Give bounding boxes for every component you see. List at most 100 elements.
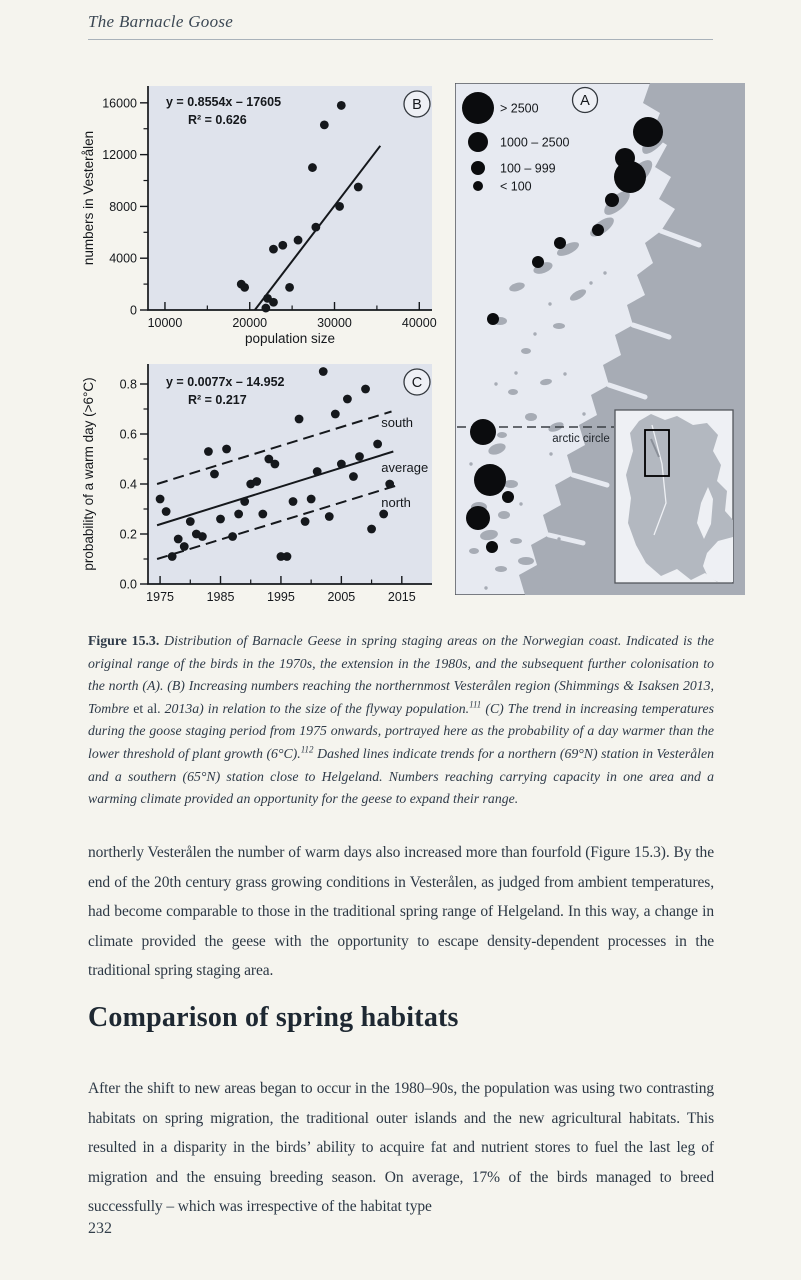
data-point — [319, 120, 329, 130]
equation-label: y = 0.0077x – 14.952 — [166, 375, 285, 389]
figure-panel-b-scatter: 10000 20000 30000 40000 0 4000 8000 12000 16000 y… — [81, 86, 437, 346]
data-point — [204, 447, 213, 456]
trend-label-average: average — [381, 460, 428, 475]
data-point — [349, 472, 358, 481]
data-point — [361, 384, 370, 394]
x-tick-label: 1985 — [207, 590, 235, 604]
data-point — [269, 244, 278, 254]
islet — [514, 371, 518, 375]
fjord-line — [606, 382, 648, 400]
caption-text-segment: Dashed lines indicate trends for a north… — [88, 745, 714, 807]
legend-label: 1000 – 2500 — [500, 136, 570, 150]
data-point — [308, 163, 317, 172]
island — [509, 282, 525, 292]
islet — [579, 552, 583, 556]
data-point — [318, 367, 328, 376]
figure-panel-c-scatter: 1975 1985 1995 2005 2015 0.0 0.2 0.4 0.6 0.8 south… — [81, 364, 432, 604]
staging-site-circle — [633, 117, 663, 147]
data-point — [270, 459, 280, 469]
axes — [147, 86, 432, 311]
island — [569, 500, 583, 508]
y-axis-label: probability of a warm day (>6°C) — [81, 377, 96, 570]
data-point — [234, 509, 244, 519]
island — [553, 323, 565, 329]
island — [497, 432, 507, 438]
fjord-line — [546, 532, 586, 546]
islet — [549, 452, 553, 456]
data-point — [300, 517, 310, 526]
panel-badge-letter: B — [412, 97, 422, 113]
plot-area — [148, 86, 432, 310]
island — [498, 511, 510, 519]
island — [594, 554, 608, 562]
data-point — [373, 439, 383, 449]
legend-circle — [471, 161, 485, 175]
islet — [589, 281, 593, 285]
axes — [147, 364, 432, 585]
inset-map — [614, 409, 734, 584]
island — [521, 348, 531, 354]
trend-line-north — [156, 484, 398, 560]
island — [580, 525, 592, 533]
data-point — [161, 507, 171, 516]
staging-site-circle — [554, 237, 566, 249]
inset-gulf-of-bothnia — [697, 487, 713, 539]
panel-badge — [571, 86, 599, 114]
islet — [582, 412, 586, 416]
staging-site-circle — [532, 256, 544, 268]
y-tick-label: 0.2 — [120, 528, 137, 542]
islet — [557, 537, 561, 541]
figure-caption: Figure 15.3. Distribution of Barnacle Ge… — [88, 630, 714, 811]
data-point — [330, 409, 340, 419]
data-point — [264, 454, 274, 464]
data-point — [336, 459, 346, 469]
island — [488, 443, 506, 455]
data-point — [179, 542, 189, 551]
footnote-reference: 112 — [300, 744, 314, 755]
island — [525, 413, 537, 421]
inset-lofoten-coast — [650, 438, 660, 458]
x-tick-label: 1995 — [267, 590, 295, 604]
data-point — [293, 235, 303, 245]
y-tick-label: 12000 — [102, 148, 137, 162]
fjord-line — [570, 472, 610, 488]
data-point — [367, 524, 376, 534]
inset-study-area-rect — [644, 429, 670, 477]
page-number: 232 — [88, 1220, 112, 1237]
data-point — [240, 282, 250, 292]
data-point — [311, 222, 321, 232]
y-tick-label: 0.4 — [120, 478, 137, 492]
staging-sites-group — [466, 117, 663, 553]
data-point — [167, 552, 177, 561]
island — [480, 529, 498, 541]
x-tick-label: 40000 — [402, 316, 437, 330]
island — [508, 389, 518, 395]
island — [469, 548, 479, 554]
island — [518, 557, 534, 565]
y-tick-label: 0.0 — [120, 578, 137, 592]
staging-site-circle — [487, 313, 499, 325]
data-point — [216, 514, 225, 524]
trend-line-average — [156, 450, 394, 527]
y-tick-label: 0.6 — [120, 428, 137, 442]
data-point — [197, 532, 207, 541]
data-point — [261, 303, 271, 313]
island — [555, 578, 579, 590]
islet — [533, 332, 537, 336]
data-point — [185, 517, 195, 526]
trend-label-south: south — [381, 415, 413, 430]
islet — [519, 502, 523, 506]
equation-label: y = 0.8554x – 17605 — [166, 95, 281, 109]
staging-site-circle — [502, 491, 514, 503]
data-point — [336, 101, 346, 110]
data-point — [269, 297, 278, 307]
staging-site-circle — [592, 224, 604, 236]
footnote-reference: 111 — [469, 699, 482, 710]
staging-site-circle — [486, 541, 498, 553]
y-tick-label: 0 — [130, 304, 137, 318]
inset-baltic-sea — [703, 537, 733, 582]
island — [510, 538, 522, 544]
body-paragraph-2: After the shift to new areas began to oc… — [88, 1080, 714, 1216]
x-tick-label: 10000 — [148, 316, 183, 330]
